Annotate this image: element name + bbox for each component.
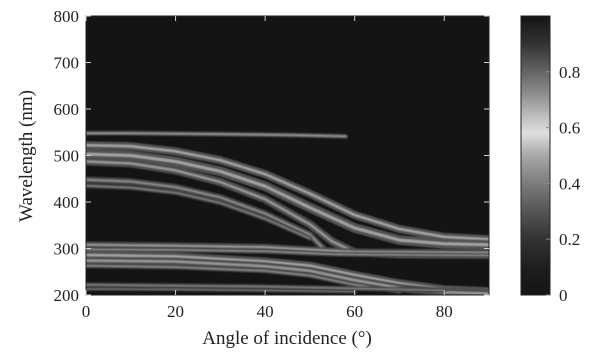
band-lower-3	[86, 264, 401, 293]
y-axis-ticks: 200 300 400 500 600 700 800	[54, 7, 489, 305]
band-upper-5	[86, 184, 311, 240]
band-bottom-2	[86, 288, 356, 293]
band-top-thin	[86, 132, 347, 138]
y-tick-label: 700	[54, 54, 80, 73]
x-tick-label: 0	[82, 302, 91, 321]
band-mid-1	[86, 243, 489, 254]
band-upper-2	[86, 152, 489, 247]
colorbar-tick-label: 0.8	[559, 63, 580, 82]
colorbar-frame	[520, 15, 551, 296]
x-axis-ticks: 0 20 40 60 80	[82, 16, 453, 321]
x-axis-title: Angle of incidence (°)	[202, 328, 372, 349]
y-tick-label: 400	[54, 193, 80, 212]
y-tick-label: 800	[54, 7, 80, 26]
colorbar-ticks: 0 0.2 0.4 0.6 0.8	[546, 63, 581, 305]
band-upper-4	[86, 178, 325, 250]
x-tick-label: 40	[257, 302, 274, 321]
y-tick-label: 600	[54, 100, 80, 119]
colorbar-gradient	[521, 16, 550, 295]
y-axis-title: Wavelength (nm)	[16, 90, 37, 222]
bands-layer	[86, 130, 489, 295]
y-tick-label: 200	[54, 286, 80, 305]
colorbar-tick-label: 0.6	[559, 119, 580, 138]
band-bottom-1	[86, 284, 445, 292]
colorbar: 0 0.2 0.4 0.6 0.8	[520, 15, 581, 305]
band-upper-1	[86, 144, 489, 241]
y-tick-label: 500	[54, 147, 80, 166]
colorbar-tick-label: 0	[559, 286, 568, 305]
colorbar-tick-label: 0.4	[559, 174, 581, 193]
y-tick-label: 300	[54, 240, 80, 259]
x-tick-label: 20	[167, 302, 184, 321]
x-tick-label: 80	[436, 302, 453, 321]
band-mid-2	[86, 248, 489, 257]
colorbar-tick-label: 0.2	[559, 230, 580, 249]
plot-area	[85, 15, 490, 296]
x-tick-label: 60	[346, 302, 363, 321]
